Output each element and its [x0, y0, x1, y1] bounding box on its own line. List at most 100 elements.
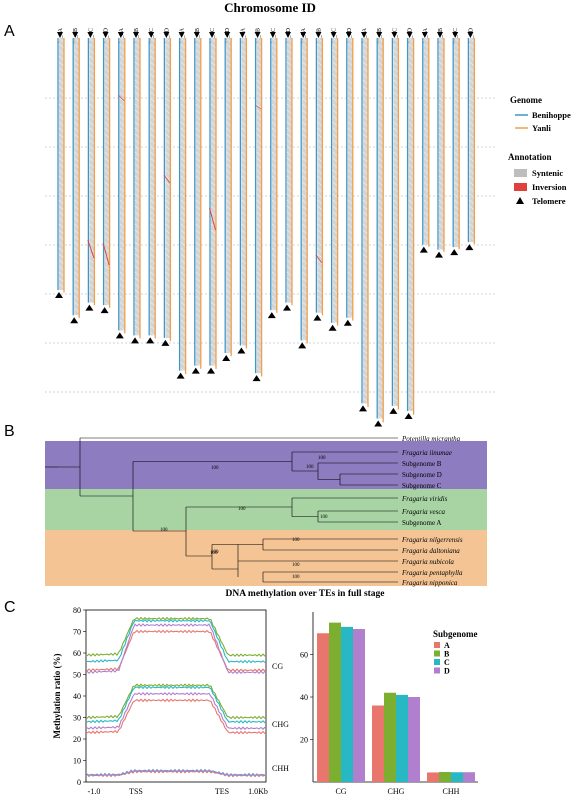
synteny-link — [302, 97, 308, 103]
syntenic-band — [89, 38, 95, 303]
synteny-link — [454, 37, 460, 43]
synteny-link — [286, 73, 293, 79]
synteny-link — [271, 307, 277, 313]
synteny-link — [119, 73, 125, 79]
synteny-link — [180, 205, 186, 211]
legend-telomere-label: Telomere — [532, 196, 566, 206]
synteny-link — [150, 181, 156, 187]
synteny-link — [362, 253, 369, 259]
synteny-link — [332, 79, 338, 85]
synteny-link — [378, 115, 384, 121]
synteny-link — [408, 91, 414, 97]
syntenic-band — [363, 38, 368, 404]
synteny-link — [469, 37, 475, 43]
telomere-marker-top — [148, 32, 155, 38]
synteny-link — [150, 313, 156, 319]
synteny-link — [317, 103, 323, 109]
synteny-link — [104, 217, 110, 223]
synteny-link — [226, 193, 232, 199]
synteny-link — [317, 121, 323, 127]
telomere-marker-bottom — [207, 367, 215, 374]
synteny-link — [104, 85, 110, 91]
synteny-link — [347, 73, 353, 79]
synteny-link — [241, 67, 247, 73]
syntenic-band — [302, 38, 308, 341]
synteny-link — [226, 55, 232, 61]
synteny-link — [302, 205, 308, 211]
synteny-link — [104, 43, 110, 49]
synteny-link — [393, 151, 399, 157]
synteny-link — [165, 259, 171, 265]
synteny-link — [195, 229, 201, 235]
synteny-link — [119, 85, 125, 91]
bar-B-CG — [329, 622, 341, 782]
synteny-link — [210, 289, 217, 295]
synteny-link — [438, 61, 445, 67]
synteny-link — [408, 211, 414, 217]
telomere-marker-top — [269, 32, 276, 38]
synteny-link — [226, 253, 232, 259]
synteny-link — [438, 43, 445, 49]
synteny-link — [362, 85, 369, 91]
synteny-link — [134, 127, 141, 133]
synteny-link — [408, 283, 414, 289]
synteny-link — [241, 319, 247, 325]
synteny-link — [104, 127, 110, 133]
synteny-link — [210, 157, 217, 163]
synteny-link — [302, 247, 308, 253]
synteny-link — [119, 145, 125, 151]
synteny-link — [469, 223, 475, 229]
synteny-link — [58, 97, 65, 103]
synteny-link — [58, 121, 65, 127]
synteny-link — [332, 181, 338, 187]
synteny-link — [378, 175, 384, 181]
synteny-link — [378, 331, 384, 337]
synteny-link — [195, 295, 201, 301]
synteny-link — [393, 55, 399, 61]
synteny-link — [393, 175, 399, 181]
synteny-link — [150, 259, 156, 265]
synteny-link — [195, 55, 201, 61]
synteny-link — [256, 211, 262, 217]
profile-line-D-CHH — [86, 769, 266, 778]
chromosome-label: chr_2A — [119, 27, 125, 46]
synteny-link — [362, 355, 369, 361]
telomere-marker-bottom — [146, 337, 155, 344]
synteny-link — [423, 103, 429, 109]
synteny-link — [134, 55, 141, 61]
synteny-link — [378, 247, 384, 253]
synteny-link — [256, 313, 262, 319]
synteny-link — [210, 169, 217, 175]
synteny-link — [119, 43, 125, 49]
synteny-link — [195, 331, 201, 337]
synteny-link — [180, 265, 186, 271]
synteny-link — [165, 319, 171, 325]
synteny-link — [226, 319, 232, 325]
synteny-link — [241, 241, 247, 247]
synteny-link — [226, 295, 232, 301]
synteny-link — [180, 139, 186, 145]
synteny-link — [378, 121, 384, 127]
synteny-link — [104, 79, 110, 85]
synteny-link — [119, 103, 125, 109]
synteny-link — [256, 139, 262, 145]
synteny-link — [104, 247, 110, 253]
synteny-link — [119, 295, 125, 301]
synteny-link — [256, 235, 262, 241]
synteny-link — [134, 211, 141, 217]
synteny-link — [89, 217, 95, 223]
bootstrap-value: 100 — [320, 515, 328, 520]
plot-frame — [85, 609, 267, 783]
synteny-link — [393, 283, 399, 289]
synteny-link — [256, 193, 262, 199]
synteny-link — [393, 259, 399, 265]
synteny-link — [89, 55, 95, 61]
synteny-link — [317, 199, 323, 205]
synteny-link — [119, 157, 125, 163]
synteny-link — [408, 325, 414, 331]
synteny-link — [378, 397, 384, 403]
synteny-link — [74, 139, 80, 145]
synteny-link — [150, 157, 156, 163]
synteny-link — [256, 229, 262, 235]
synteny-link — [347, 49, 353, 55]
